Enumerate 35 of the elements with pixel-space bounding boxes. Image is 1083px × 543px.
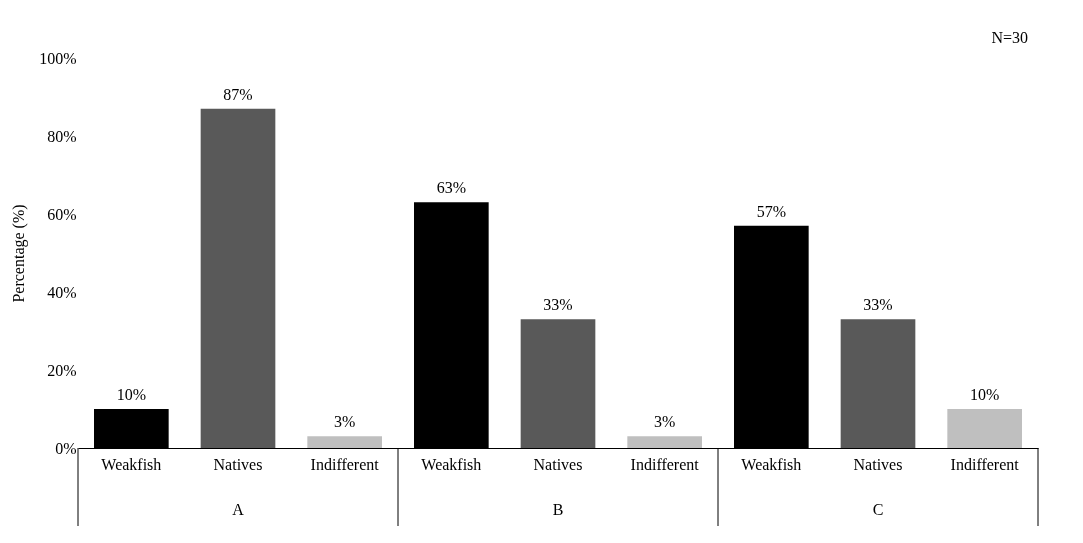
bar — [947, 409, 1022, 448]
data-label: 10% — [116, 386, 146, 403]
x-tick-label: Indifferent — [310, 455, 380, 473]
x-tick-label: Weakfish — [421, 455, 482, 473]
bar — [520, 319, 596, 448]
data-label: 63% — [436, 179, 466, 197]
data-label: 57% — [756, 202, 786, 220]
y-tick-label: 80% — [47, 127, 77, 145]
data-label: 33% — [863, 296, 893, 314]
text: B — [552, 501, 564, 518]
data-label: 3% — [654, 413, 676, 431]
y-tick-label: 0% — [55, 439, 77, 457]
data-label: 87% — [223, 85, 253, 103]
x-tick-label: Weakfish — [741, 455, 802, 473]
data-label: 33% — [543, 296, 573, 314]
text: N=30 — [991, 29, 1028, 46]
text: C — [872, 501, 884, 518]
y-tick-label: 40% — [47, 283, 77, 301]
bar — [627, 436, 702, 448]
bar — [840, 319, 916, 448]
y-axis-title: Percentage (%) — [10, 204, 29, 303]
y-tick-label: 20% — [47, 361, 77, 379]
x-tick-label: Indifferent — [950, 455, 1020, 473]
x-tick-label: Natives — [853, 455, 903, 473]
x-tick-label: Natives — [213, 455, 263, 473]
bar — [307, 436, 382, 448]
x-tick-label: Weakfish — [101, 455, 162, 473]
x-tick-label: Natives — [533, 455, 583, 473]
y-tick-label: 100% — [39, 49, 77, 67]
y-tick-label: 60% — [47, 205, 77, 223]
x-tick-label: Indifferent — [630, 455, 700, 473]
bar — [200, 108, 276, 448]
data-label: 3% — [334, 413, 356, 431]
data-label: 10% — [970, 386, 1000, 403]
text: A — [232, 501, 245, 518]
